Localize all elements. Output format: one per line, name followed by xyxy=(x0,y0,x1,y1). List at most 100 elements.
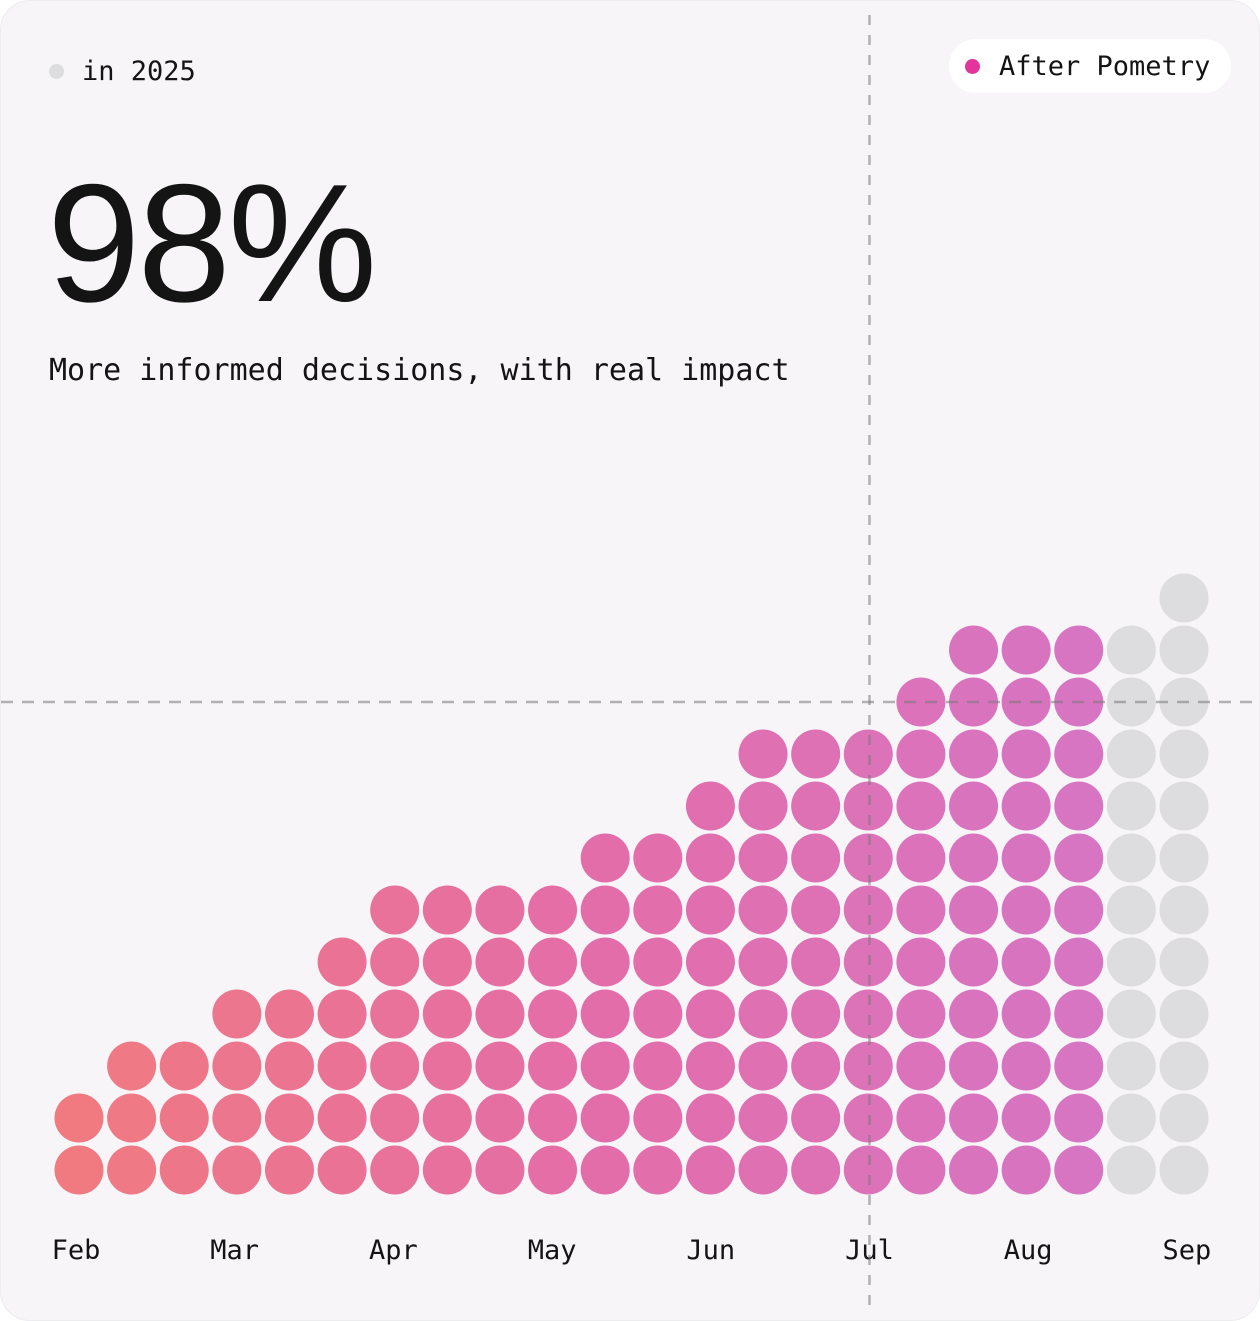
future-dot xyxy=(1159,573,1209,623)
data-dot xyxy=(949,1145,999,1195)
data-dot xyxy=(1054,781,1104,831)
future-dot xyxy=(1106,833,1156,883)
data-dot xyxy=(107,1093,157,1143)
future-dot xyxy=(1159,1041,1209,1091)
future-dot xyxy=(1159,1093,1209,1143)
data-dot xyxy=(1001,937,1051,987)
data-dot xyxy=(738,781,788,831)
data-dot xyxy=(264,1145,314,1195)
data-dot xyxy=(791,1041,841,1091)
future-dot xyxy=(1159,781,1209,831)
legend-after-pometry: After Pometry xyxy=(949,39,1231,93)
data-dot xyxy=(843,1041,893,1091)
data-dot xyxy=(528,885,578,935)
data-dot xyxy=(528,1145,578,1195)
data-dot xyxy=(896,885,946,935)
data-dot xyxy=(528,989,578,1039)
legend-after-label: After Pometry xyxy=(999,50,1211,82)
future-dot xyxy=(1106,1145,1156,1195)
data-dot xyxy=(580,1041,630,1091)
data-dot xyxy=(580,989,630,1039)
data-dot xyxy=(422,937,472,987)
data-dot xyxy=(212,1093,262,1143)
x-axis-label-apr: Apr xyxy=(369,1235,418,1266)
future-dot xyxy=(1106,989,1156,1039)
data-dot xyxy=(212,1041,262,1091)
data-dot xyxy=(370,1145,420,1195)
data-dot xyxy=(738,729,788,779)
future-dot xyxy=(1106,937,1156,987)
data-dot xyxy=(949,937,999,987)
data-dot xyxy=(685,1041,735,1091)
data-dot xyxy=(949,833,999,883)
data-dot xyxy=(1054,989,1104,1039)
data-dot xyxy=(422,885,472,935)
data-dot xyxy=(738,937,788,987)
data-dot xyxy=(159,1093,209,1143)
data-dot xyxy=(1054,833,1104,883)
data-dot xyxy=(1054,937,1104,987)
data-dot xyxy=(738,1041,788,1091)
data-dot xyxy=(422,1093,472,1143)
future-dot xyxy=(1106,885,1156,935)
future-dot xyxy=(1159,833,1209,883)
data-dot xyxy=(1054,885,1104,935)
data-dot xyxy=(54,1145,104,1195)
data-dot xyxy=(370,1041,420,1091)
data-dot xyxy=(685,1093,735,1143)
data-dot xyxy=(738,1145,788,1195)
data-dot xyxy=(1001,833,1051,883)
data-dot xyxy=(949,1093,999,1143)
data-dot xyxy=(475,937,525,987)
data-dot xyxy=(54,1093,104,1143)
headline-subtitle: More informed decisions, with real impac… xyxy=(49,353,790,388)
data-dot xyxy=(685,781,735,831)
future-dot xyxy=(1106,729,1156,779)
legend-grey-dot xyxy=(49,64,64,79)
data-dot xyxy=(1001,625,1051,675)
data-dot xyxy=(791,1145,841,1195)
data-dot xyxy=(1054,1041,1104,1091)
data-dot xyxy=(633,1041,683,1091)
data-dot xyxy=(843,989,893,1039)
data-dot xyxy=(212,989,262,1039)
data-dot xyxy=(843,729,893,779)
future-dot xyxy=(1159,1145,1209,1195)
data-dot xyxy=(896,937,946,987)
data-dot xyxy=(1001,885,1051,935)
data-dot xyxy=(370,989,420,1039)
data-dot xyxy=(422,1041,472,1091)
data-dot xyxy=(107,1041,157,1091)
data-dot xyxy=(633,1093,683,1143)
x-axis-label-feb: Feb xyxy=(52,1235,101,1266)
legend-year-label: in 2025 xyxy=(82,56,196,87)
data-dot xyxy=(843,781,893,831)
legend-pink-dot xyxy=(965,58,980,74)
data-dot xyxy=(580,833,630,883)
data-dot xyxy=(370,885,420,935)
data-dot xyxy=(738,1093,788,1143)
data-dot xyxy=(1001,1041,1051,1091)
data-dot xyxy=(528,1093,578,1143)
data-dot xyxy=(264,1093,314,1143)
data-dot xyxy=(317,1145,367,1195)
data-dot xyxy=(685,885,735,935)
legend-year: in 2025 xyxy=(49,56,196,87)
data-dot xyxy=(370,937,420,987)
data-dot xyxy=(633,885,683,935)
data-dot xyxy=(317,937,367,987)
future-dot xyxy=(1159,989,1209,1039)
data-dot xyxy=(159,1145,209,1195)
data-dot xyxy=(1001,677,1051,727)
data-dot xyxy=(685,833,735,883)
data-dot xyxy=(896,781,946,831)
data-dot xyxy=(791,1093,841,1143)
data-dot xyxy=(422,989,472,1039)
data-dot xyxy=(1054,1093,1104,1143)
data-dot xyxy=(580,885,630,935)
data-dot xyxy=(159,1041,209,1091)
data-dot xyxy=(264,1041,314,1091)
data-dot xyxy=(791,937,841,987)
